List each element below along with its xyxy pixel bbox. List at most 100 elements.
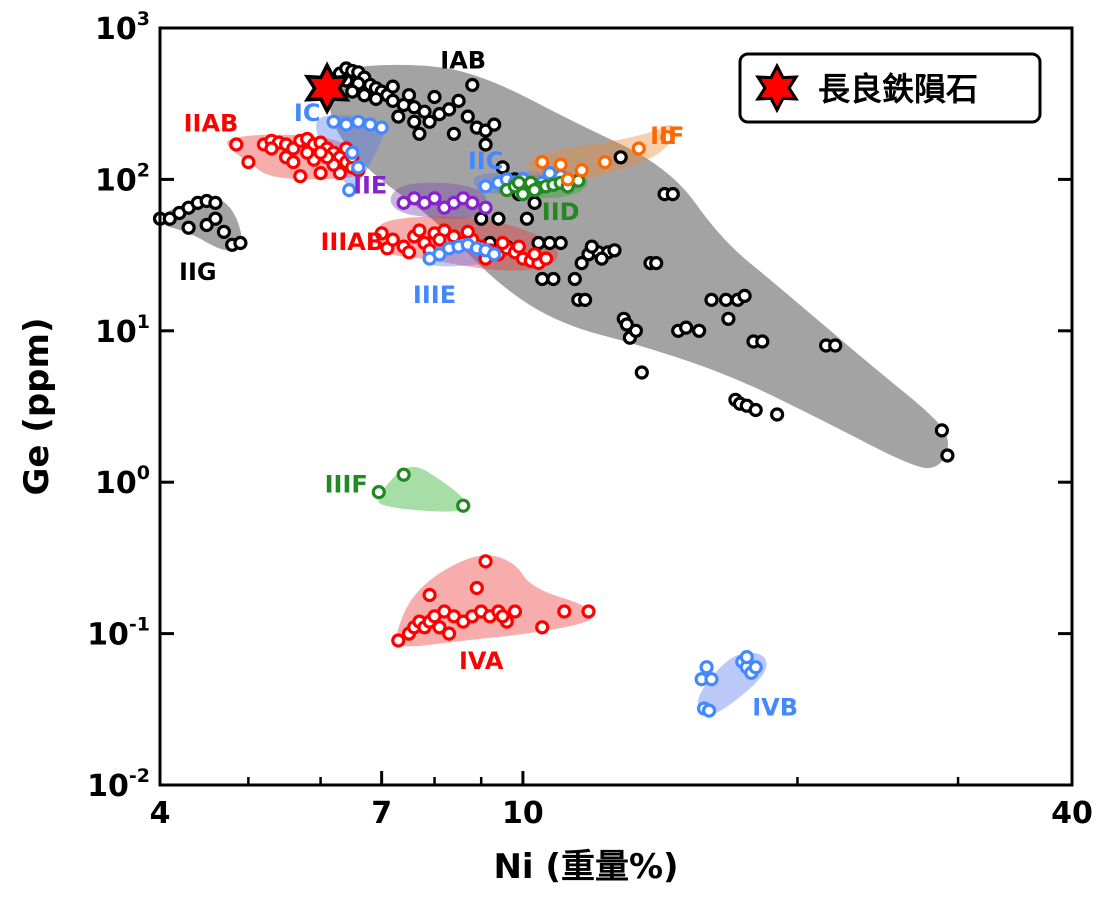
point-iiab-0 [229,137,244,152]
point-iiab-27 [264,141,279,156]
plot-frame [158,26,1074,787]
point-iab-69 [718,292,734,307]
point-iiab-1 [241,155,256,170]
point-iiiab-26 [511,239,527,254]
point-iva-21 [557,604,572,619]
data-points [152,61,955,718]
point-iie-8 [478,200,493,215]
point-ic-5 [345,145,360,160]
point-iab-83 [940,448,955,463]
point-iab-40 [531,235,546,251]
point-iab-34 [478,137,493,152]
point-iab-27 [460,109,475,124]
point-iig-9 [208,211,223,226]
point-iva-18 [469,580,484,596]
region-iab [329,64,948,469]
point-iab-35 [495,160,510,175]
point-iab-78 [769,407,785,422]
point-ic-6 [351,160,366,175]
chara-meteorite-marker [303,61,351,116]
point-iig-7 [181,220,196,235]
point-iva-23 [442,626,457,641]
point-iiif-1 [396,467,411,482]
point-iab-33 [465,77,480,93]
point-iiiab-0 [374,226,389,241]
point-ic-3 [363,117,378,132]
point-iab-54 [584,239,599,254]
point-iab-79 [721,311,736,326]
point-iva-19 [478,554,493,569]
point-ic-2 [351,114,366,129]
y-tick-label--2: 10-2 [87,765,150,804]
point-iab-43 [546,271,561,287]
label-iiie: IIIE [413,281,456,309]
point-ivb-4 [701,703,717,718]
y-axis-label: Ge (ppm) [17,318,57,496]
label-ic: IC [294,99,321,127]
point-iab-39 [519,211,535,226]
point-iab-17 [345,84,360,99]
point-iab-57 [619,317,634,332]
point-iab-47 [577,292,593,307]
point-iab-12 [368,91,384,107]
point-iif-1 [553,157,568,172]
point-iab-84 [474,211,489,226]
point-iif-4 [597,155,613,170]
point-iva-24 [495,609,510,624]
point-iab-53 [594,251,609,266]
point-iiie-1 [432,247,447,262]
point-iab-45 [567,271,582,287]
point-iif-5 [631,141,646,156]
label-iic: IIC [468,147,503,175]
point-iig-6 [208,195,223,210]
point-iiiab-19 [538,251,554,266]
point-iif-2 [560,172,575,187]
point-iiie-7 [487,247,502,262]
point-iiab-17 [313,166,328,181]
label-iif: IIF [650,122,684,150]
point-iab-82 [934,423,950,438]
label-iid: IID [542,198,580,226]
point-iid-2 [515,187,531,202]
point-iid-10 [511,175,527,190]
y-tick-label--1: 10-1 [87,614,150,653]
point-iiab-18 [293,169,308,184]
point-iab-81 [828,338,843,353]
point-iif-3 [574,163,589,178]
point-ivb-9 [748,660,763,675]
point-iab-42 [535,271,550,287]
label-iie: IIE [353,171,387,199]
point-iab-38 [527,195,542,210]
y-tick-label-1: 101 [95,311,150,350]
label-ivb: IVB [752,694,798,722]
legend: 長良鉄隕石 [738,52,1042,124]
point-iiiab-20 [401,245,417,260]
point-ic-4 [374,120,389,135]
point-iab-85 [491,211,506,226]
x-tick-label-4: 4 [150,796,171,831]
point-iab-25 [401,88,417,103]
x-tick-label-40: 40 [1051,796,1093,831]
point-iva-0 [391,633,406,648]
legend-label: 長良鉄隕石 [818,70,978,108]
label-iig: IIG [179,258,217,286]
star-icon [755,62,799,114]
point-ic-7 [342,183,357,198]
label-iva: IVA [459,647,504,675]
point-ic-0 [326,114,341,129]
x-tick-label-10: 10 [502,796,544,831]
x-tick-label-7: 7 [371,796,392,831]
point-iid-11 [527,183,542,198]
point-iab-22 [442,102,457,117]
point-iva-7 [432,620,447,635]
point-iab-32 [412,126,427,141]
point-iic-7 [542,166,557,181]
point-iab-60 [634,365,649,380]
point-iiiab-25 [495,235,510,251]
point-iif-6 [660,130,675,145]
point-iiif-2 [456,498,471,513]
point-iiiab-28 [432,232,447,247]
point-iva-17 [422,587,437,603]
point-iiiab-29 [412,223,427,238]
